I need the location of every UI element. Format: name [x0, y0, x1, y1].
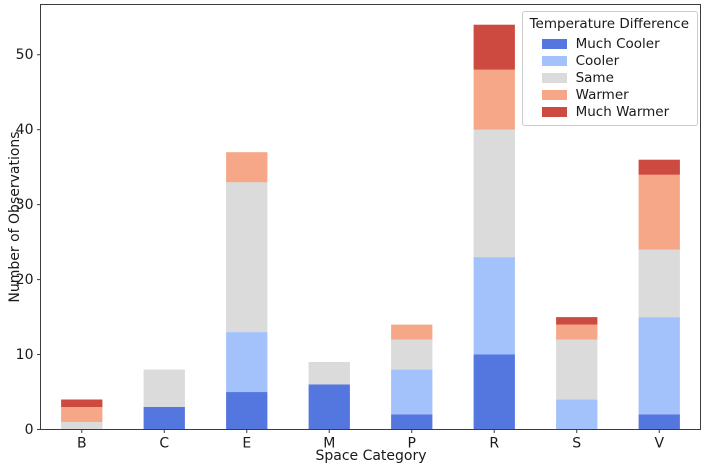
legend-item-same: Same	[530, 69, 689, 86]
x-tick-label: V	[654, 436, 664, 452]
bar-segment-B-warmer	[61, 407, 103, 422]
legend: Temperature Difference Much Cooler Coole…	[521, 11, 698, 126]
bar-segment-V-much-cooler	[638, 414, 680, 430]
bar-segment-P-cooler	[391, 369, 433, 415]
legend-item-cooler: Cooler	[530, 52, 689, 69]
x-tick-label: P	[408, 436, 416, 452]
much-warmer-swatch	[541, 106, 567, 117]
x-tick-label: S	[572, 436, 581, 452]
x-tick-label: R	[489, 436, 499, 452]
bar-segment-E-same	[226, 182, 268, 332]
legend-title: Temperature Difference	[529, 16, 689, 32]
bar-segment-V-warmer	[638, 174, 680, 250]
bar-segment-B-same	[61, 422, 103, 430]
x-tick-label: M	[323, 436, 335, 452]
bar-segment-M-much-cooler	[308, 384, 350, 430]
plot-border	[40, 4, 701, 430]
legend-label: Much Warmer	[575, 103, 670, 120]
y-axis-label: Number of Observations	[7, 131, 23, 303]
y-tick-label: 20	[16, 272, 34, 288]
bar-segment-R-same	[473, 129, 515, 258]
x-tick-label: C	[159, 436, 169, 452]
bar-segment-P-much-cooler	[391, 414, 433, 430]
legend-item-warmer: Warmer	[530, 86, 689, 103]
same-swatch	[541, 72, 567, 83]
y-tick-label: 10	[16, 347, 34, 363]
bar-segment-E-much-cooler	[226, 392, 268, 430]
bar-segment-E-warmer	[226, 152, 268, 183]
x-tick-label: B	[77, 436, 87, 452]
legend-label: Cooler	[575, 52, 620, 69]
x-axis-label: Space Category	[315, 448, 427, 464]
warmer-swatch	[541, 89, 567, 100]
bar-segment-C-much-cooler	[143, 407, 185, 430]
bar-segment-V-much-warmer	[638, 159, 680, 175]
y-tick-label: 30	[16, 197, 34, 213]
cooler-swatch	[541, 55, 567, 66]
bar-segment-R-warmer	[473, 69, 515, 130]
bar-segment-S-same	[556, 339, 598, 400]
bar-segment-M-same	[308, 362, 350, 385]
y-tick-label: 40	[16, 122, 34, 138]
y-tick-label: 0	[25, 422, 34, 438]
bar-segment-S-warmer	[556, 324, 598, 340]
bar-segment-E-cooler	[226, 332, 268, 393]
legend-label: Same	[575, 69, 614, 86]
y-tick-label: 50	[16, 47, 34, 63]
bar-segment-V-same	[638, 249, 680, 318]
bar-segment-R-cooler	[473, 257, 515, 355]
legend-label: Much Cooler	[575, 35, 660, 52]
much-cooler-swatch	[541, 38, 567, 49]
x-tick-label: E	[242, 436, 251, 452]
bar-segment-R-much-cooler	[473, 354, 515, 430]
bar-segment-P-warmer	[391, 324, 433, 340]
bar-segment-S-much-warmer	[556, 317, 598, 325]
legend-item-much-warmer: Much Warmer	[530, 103, 689, 120]
bar-segment-C-same	[143, 369, 185, 407]
bar-segment-V-cooler	[638, 317, 680, 415]
bar-segment-S-cooler	[556, 399, 598, 430]
legend-label: Warmer	[575, 86, 629, 103]
bar-segment-B-much-warmer	[61, 399, 103, 407]
legend-item-much-cooler: Much Cooler	[530, 35, 689, 52]
bar-segment-P-same	[391, 339, 433, 370]
bar-segment-R-much-warmer	[473, 24, 515, 70]
